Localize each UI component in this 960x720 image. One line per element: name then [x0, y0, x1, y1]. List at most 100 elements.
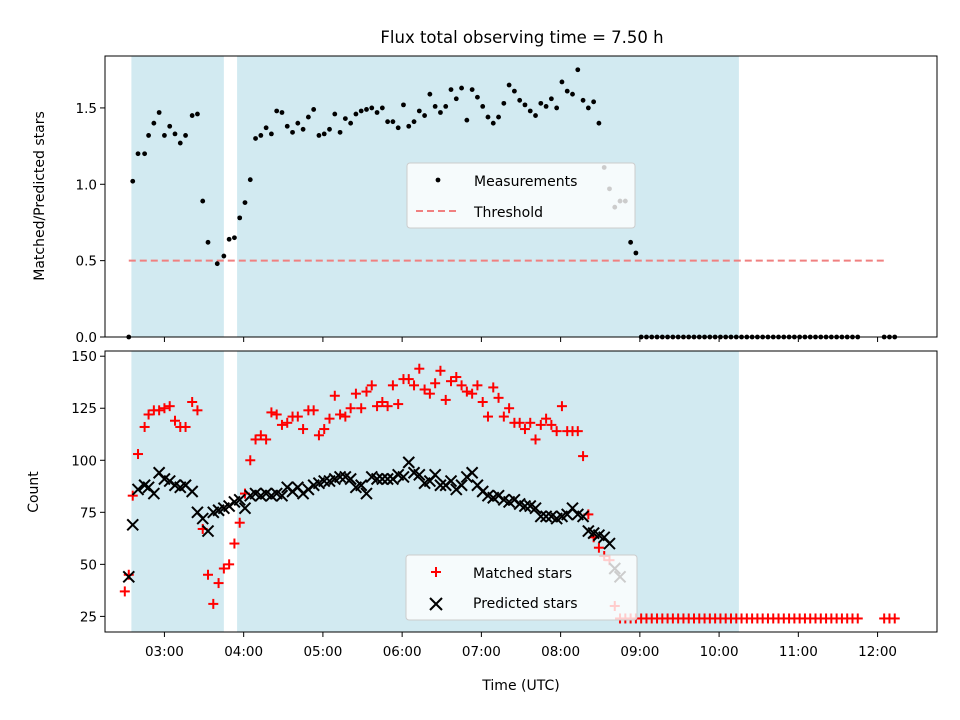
matched-star-point — [180, 421, 191, 432]
shaded-interval — [131, 351, 224, 632]
matched-star-point — [340, 411, 351, 422]
legend-measurements-label: Measurements — [474, 174, 577, 190]
matched-star-point — [218, 563, 229, 574]
matched-star-point — [154, 405, 165, 416]
matched-star-point — [546, 419, 557, 430]
x-tick-label: 06:00 — [383, 644, 422, 660]
x-tick-label: 11:00 — [779, 644, 818, 660]
measurement-point — [253, 136, 258, 141]
matched-star-point — [361, 386, 372, 397]
measurement-point — [284, 123, 290, 129]
measurement-point — [570, 91, 575, 97]
matched-star-point — [446, 376, 457, 387]
measurement-point — [269, 131, 274, 137]
matched-star-point — [403, 374, 414, 385]
matched-star-point — [308, 405, 319, 416]
measurement-point — [146, 133, 151, 138]
measurement-point — [135, 151, 141, 157]
measurement-point — [517, 97, 523, 103]
measurement-point — [432, 103, 438, 109]
measurement-point — [226, 236, 232, 242]
y-tick-label: 50 — [80, 557, 97, 573]
matched-star-point — [329, 390, 340, 401]
predicted-star-point — [465, 466, 479, 479]
predicted-star-point — [539, 510, 553, 523]
measurement-point — [311, 107, 317, 112]
matched-star-point — [319, 424, 330, 435]
measurement-point — [390, 119, 396, 125]
measurement-point — [448, 87, 454, 92]
top-panel: 0.0 0.5 1.0 1.5 Matched/Predicted stars Mea… — [32, 55, 938, 346]
measurement-point — [543, 103, 549, 109]
matched-star-point — [482, 411, 493, 422]
matched-star-point — [419, 384, 430, 395]
legend-measurements-marker — [435, 177, 441, 183]
matched-star-point — [477, 396, 488, 407]
matched-star-point — [192, 405, 203, 416]
matched-star-point — [852, 613, 863, 624]
measurement-point — [369, 105, 375, 111]
x-tick-label: 08:00 — [541, 644, 580, 660]
matched-star-point — [519, 424, 530, 435]
matched-star-point — [467, 388, 478, 399]
matched-star-point — [440, 394, 451, 405]
matched-star-point — [472, 380, 483, 391]
matched-star-point — [324, 413, 335, 424]
matched-star-point — [382, 401, 393, 412]
x-tick-label: 07:00 — [462, 644, 501, 660]
measurement-point — [247, 177, 253, 183]
predicted-star-point — [381, 472, 394, 486]
measurement-point — [554, 105, 560, 111]
predicted-star-point — [434, 479, 447, 492]
legend-threshold-label: Threshold — [473, 205, 543, 221]
predicted-star-point — [603, 537, 616, 550]
measurement-point — [295, 120, 301, 126]
measurement-point — [490, 120, 496, 126]
measurement-point — [327, 126, 332, 132]
predicted-star-point — [185, 485, 199, 498]
matched-star-point — [535, 419, 546, 430]
measurement-point — [279, 110, 285, 115]
matched-star-point — [430, 378, 441, 389]
measurement-point — [337, 129, 343, 135]
measurement-point — [379, 105, 385, 111]
matched-star-point — [133, 449, 144, 460]
measurement-point — [342, 116, 348, 122]
measurement-point — [232, 235, 237, 241]
predicted-star-point — [376, 472, 389, 486]
matched-star-point — [292, 411, 303, 422]
matched-star-point — [250, 434, 261, 445]
matched-star-point — [169, 415, 180, 426]
y-tick-label: 125 — [71, 401, 97, 417]
bottom-legend-box — [405, 554, 638, 621]
bottom-x-ticks: 03:00 04:00 05:00 06:00 07:00 08:00 09:00 10:00… — [145, 632, 897, 660]
measurement-point — [485, 114, 491, 120]
measurement-point — [596, 120, 602, 126]
measurement-point — [548, 96, 554, 102]
bottom-panel: 25 50 75 100 125 150 03:00 04:00 05:00 06:00 07:0… — [26, 349, 938, 694]
measurement-point — [538, 100, 544, 106]
measurement-point — [501, 100, 507, 106]
matched-star-point — [530, 434, 541, 445]
matched-star-point — [335, 409, 346, 420]
matched-star-point — [261, 434, 272, 445]
predicted-star-point — [233, 493, 246, 507]
measurement-point — [321, 131, 327, 137]
bottom-y-axis-label: Count — [26, 471, 42, 513]
matched-star-point — [372, 401, 383, 412]
measurement-point — [130, 178, 136, 184]
matched-star-point — [276, 419, 287, 430]
measurement-point — [305, 114, 311, 120]
chart-title: Flux total observing time = 7.50 h — [380, 28, 663, 47]
matched-star-point — [119, 586, 130, 597]
y-tick-label: 1.5 — [76, 101, 97, 117]
measurement-points — [126, 67, 898, 340]
measurement-point — [411, 119, 417, 125]
matched-star-point — [493, 392, 504, 403]
x-tick-label: 05:00 — [303, 644, 342, 660]
measurement-point — [564, 88, 570, 94]
measurement-point — [242, 200, 248, 206]
measurement-point — [358, 108, 364, 114]
measurement-point — [591, 99, 597, 105]
predicted-star-point — [576, 510, 590, 523]
